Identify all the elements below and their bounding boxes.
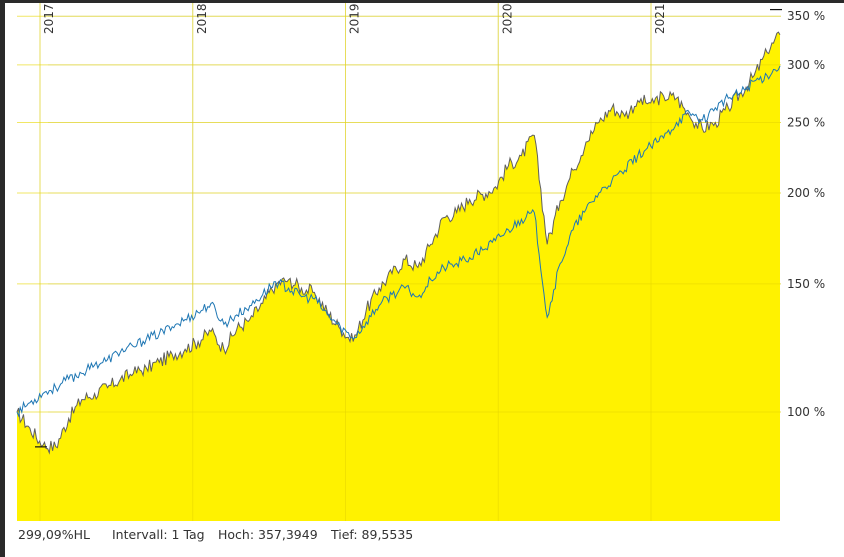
window-left-border	[0, 0, 5, 557]
low-label: Tief: 89,5535	[331, 527, 414, 542]
high-label: Hoch: 357,3949	[218, 527, 318, 542]
x-tick-label: 2019	[348, 3, 362, 34]
chart-footer: 299,09%HL Intervall: 1 Tag Hoch: 357,394…	[18, 527, 413, 542]
last-value-label: 299,09%HL	[18, 527, 90, 542]
benchmark-line	[16, 65, 781, 418]
series-layer	[16, 3, 781, 521]
y-tick-label: 200 %	[787, 186, 825, 200]
high-low-markers	[35, 8, 782, 448]
x-tick-label: 2017	[42, 3, 56, 34]
y-tick-label: 100 %	[787, 405, 825, 419]
y-tick-label: 250 %	[787, 115, 825, 129]
y-axis: 100 % 150 % 200 % 250 % 300 % 350 %	[787, 9, 825, 419]
x-tick-label: 2020	[500, 3, 514, 34]
x-tick-label: 2018	[195, 3, 209, 34]
fund-area-fill	[17, 32, 780, 521]
y-tick-label: 350 %	[787, 9, 825, 23]
fund-line	[16, 31, 781, 455]
y-tick-label: 300 %	[787, 58, 825, 72]
interval-label: Intervall: 1 Tag	[112, 527, 205, 542]
x-axis: 2017 2018 2019 2020 2021	[42, 3, 667, 34]
y-tick-label: 150 %	[787, 277, 825, 291]
window-top-border	[0, 0, 844, 3]
x-tick-label: 2021	[653, 3, 667, 34]
